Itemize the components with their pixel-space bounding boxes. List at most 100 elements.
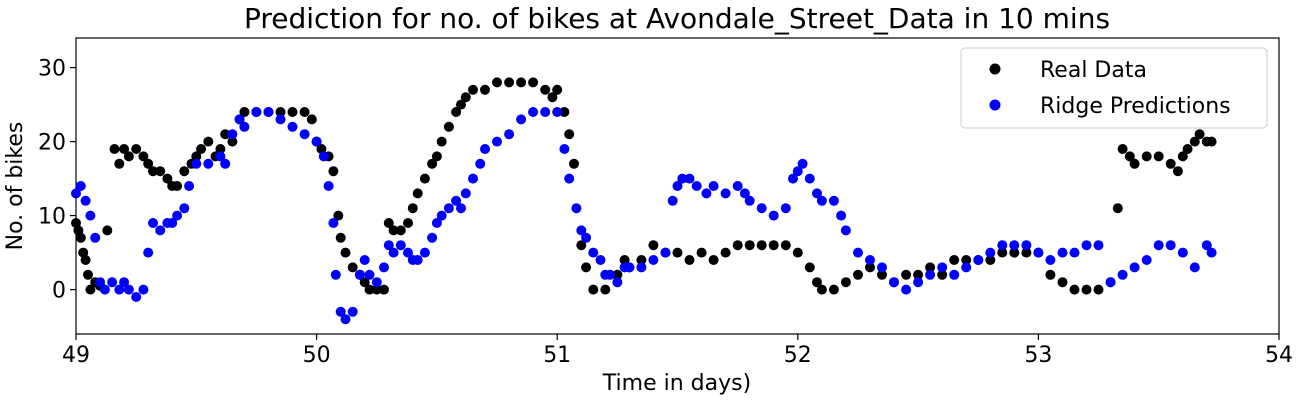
ridge-prediction-point-35 <box>323 181 334 191</box>
real-data-point-38 <box>306 114 317 125</box>
real-data-point-52 <box>383 218 394 228</box>
ridge-prediction-point-81 <box>636 262 647 273</box>
legend: Real Data Ridge Predictions <box>960 47 1268 129</box>
ridge-prediction-point-118 <box>985 247 996 258</box>
ridge-prediction-point-125 <box>1069 247 1080 258</box>
ridge-prediction-point-36 <box>328 218 339 228</box>
ridge-prediction-point-18 <box>172 210 183 221</box>
real-data-point-60 <box>431 151 442 162</box>
ridge-prediction-point-93 <box>739 188 750 199</box>
ridge-prediction-point-38 <box>335 306 346 317</box>
ridge-prediction-point-60 <box>468 173 478 184</box>
y-tick-label-1: 10 <box>38 205 66 230</box>
ridge-prediction-point-127 <box>1093 240 1104 251</box>
ridge-prediction-point-113 <box>925 269 936 280</box>
real-data-point-48 <box>359 277 370 288</box>
real-data-point-49 <box>364 284 375 295</box>
ridge-prediction-point-51 <box>412 255 423 265</box>
real-data-point-129 <box>1129 158 1140 169</box>
real-data-point-13 <box>123 151 134 162</box>
ridge-prediction-point-2 <box>80 195 91 206</box>
ridge-prediction-point-70 <box>564 173 575 184</box>
ridge-prediction-point-126 <box>1081 240 1092 251</box>
ridge-prediction-point-129 <box>1117 269 1128 280</box>
real-data-point-25 <box>196 144 207 154</box>
ridge-prediction-point-89 <box>701 188 712 199</box>
real-data-point-127 <box>1117 144 1128 154</box>
ridge-prediction-point-108 <box>865 255 875 265</box>
real-data-point-19 <box>162 173 173 184</box>
ridge-prediction-point-80 <box>624 262 635 273</box>
ridge-prediction-point-0 <box>71 188 81 199</box>
ridge-prediction-point-25 <box>227 129 238 140</box>
legend-label-ridge-predictions: Ridge Predictions <box>1040 94 1231 119</box>
real-data-point-82 <box>612 269 623 280</box>
x-tick-label-4: 53 <box>1024 343 1052 368</box>
ridge-prediction-point-13 <box>143 247 154 258</box>
ridge-prediction-point-5 <box>95 277 106 288</box>
real-data-point-28 <box>215 144 226 154</box>
real-data-point-86 <box>648 240 659 251</box>
real-data-point-72 <box>540 84 551 95</box>
ridge-prediction-point-98 <box>788 173 798 184</box>
real-data-point-32 <box>239 107 250 117</box>
series-real-data <box>71 77 1217 295</box>
series-ridge-predictions <box>71 107 1217 325</box>
real-data-point-9 <box>102 225 113 236</box>
real-data-point-50 <box>371 284 382 295</box>
real-data-point-99 <box>804 262 815 273</box>
real-data-point-80 <box>588 284 599 295</box>
ridge-prediction-point-42 <box>359 255 370 265</box>
real-data-point-105 <box>865 262 875 273</box>
real-data-point-79 <box>581 262 592 273</box>
x-tick-label-3: 52 <box>784 343 812 368</box>
ridge-prediction-point-75 <box>595 255 606 265</box>
ridge-prediction-point-65 <box>516 114 527 125</box>
y-tick-label-0: 0 <box>52 279 66 304</box>
real-data-point-64 <box>456 99 466 110</box>
ridge-prediction-point-56 <box>443 203 454 214</box>
ridge-prediction-point-105 <box>836 210 847 221</box>
ridge-prediction-point-133 <box>1165 240 1176 251</box>
real-data-point-97 <box>780 240 791 251</box>
ridge-prediction-point-132 <box>1153 240 1164 251</box>
ridge-prediction-point-71 <box>571 203 582 214</box>
ridge-prediction-point-102 <box>812 188 822 199</box>
ridge-prediction-point-116 <box>961 262 972 273</box>
ridge-prediction-point-34 <box>318 151 329 162</box>
real-data-point-139 <box>1206 136 1217 147</box>
ridge-prediction-point-46 <box>383 240 394 251</box>
real-data-point-17 <box>148 166 158 177</box>
chart-title: Prediction for no. of bikes at Avondale_… <box>244 2 1110 35</box>
real-data-point-61 <box>436 136 447 147</box>
real-data-point-56 <box>407 203 418 214</box>
real-data-point-37 <box>299 107 310 117</box>
ridge-prediction-point-101 <box>804 173 815 184</box>
y-tick-label-2: 20 <box>38 131 66 156</box>
ridge-prediction-point-24 <box>220 158 231 169</box>
ridge-prediction-point-123 <box>1045 255 1056 265</box>
ridge-prediction-point-107 <box>853 247 863 258</box>
ridge-prediction-point-63 <box>492 136 502 147</box>
ridge-prediction-point-68 <box>552 107 563 117</box>
real-data-point-136 <box>1189 136 1200 147</box>
ridge-prediction-point-73 <box>581 232 592 243</box>
ridge-prediction-point-72 <box>576 225 587 236</box>
real-data-point-113 <box>961 255 972 265</box>
ridge-prediction-point-87 <box>684 173 695 184</box>
ridge-prediction-point-49 <box>403 247 413 258</box>
real-data-point-122 <box>1069 284 1080 295</box>
real-data-point-133 <box>1172 166 1183 177</box>
ridge-prediction-point-94 <box>744 195 755 206</box>
ridge-prediction-point-91 <box>720 188 731 199</box>
ridge-prediction-point-39 <box>340 314 351 325</box>
x-axis: 49 50 51 52 53 54 <box>62 334 1293 368</box>
ridge-prediction-point-67 <box>540 107 551 117</box>
ridge-prediction-point-27 <box>239 121 250 132</box>
real-data-point-14 <box>131 144 142 154</box>
x-tick-label-0: 49 <box>62 343 90 368</box>
real-data-point-126 <box>1112 203 1123 214</box>
real-data-point-111 <box>937 269 948 280</box>
ridge-prediction-point-64 <box>504 129 515 140</box>
real-data-point-76 <box>564 129 575 140</box>
